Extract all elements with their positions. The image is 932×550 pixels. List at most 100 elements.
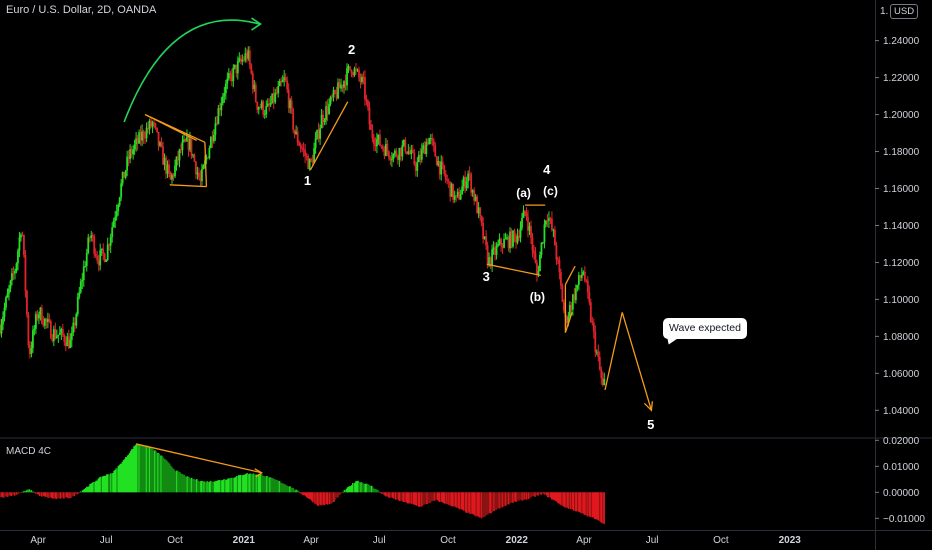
macd-bar — [553, 492, 555, 500]
candle-body — [399, 148, 402, 157]
candle-body — [528, 225, 531, 231]
macd-bar — [70, 492, 72, 498]
candle-body — [145, 127, 148, 139]
chart-drawings[interactable] — [123, 17, 654, 478]
candle-body — [8, 288, 10, 294]
wave-expected-callout[interactable]: Wave expected — [663, 318, 747, 339]
macd-bar — [294, 490, 297, 493]
macd-bar — [390, 492, 393, 498]
candle-body — [545, 220, 547, 225]
wave-label-1: 1 — [303, 173, 312, 189]
candle-body — [76, 296, 79, 315]
wave-label-c: (c) — [543, 184, 558, 199]
candle-body — [467, 173, 470, 182]
macd-bar — [382, 492, 385, 494]
trendline — [144, 113, 206, 143]
candle-body — [284, 77, 287, 81]
candle-body — [148, 120, 151, 130]
macd-bar — [161, 456, 164, 493]
macd-bar — [319, 492, 322, 505]
macd-bar — [117, 466, 120, 493]
macd-bar — [191, 478, 194, 493]
candle-body — [346, 68, 348, 86]
macd-bar — [54, 492, 57, 499]
macd-bar — [292, 487, 294, 493]
candle-body — [304, 150, 307, 156]
macd-bar — [216, 480, 219, 493]
currency-selector[interactable]: USD — [890, 4, 919, 19]
macd-bar — [516, 492, 519, 502]
candle-body — [70, 332, 73, 340]
macd-bar — [458, 492, 461, 510]
macd-bar — [543, 492, 546, 495]
macd-bar — [322, 492, 325, 505]
candle-body — [224, 83, 227, 94]
macd-bar — [346, 487, 349, 493]
candle-body — [121, 171, 124, 184]
macd-bar — [359, 482, 361, 493]
price-candles — [0, 46, 606, 387]
macd-bar — [423, 492, 425, 505]
candle-body — [103, 253, 106, 262]
candle-body — [265, 106, 268, 115]
candle-body — [287, 89, 290, 109]
macd-bar — [383, 492, 386, 495]
candle-body — [253, 84, 256, 90]
macd-bar — [131, 449, 133, 493]
candle-body — [33, 328, 36, 331]
macd-bar — [36, 492, 39, 495]
macd-bar — [557, 492, 559, 504]
macd-bar — [354, 482, 356, 493]
candle-body — [576, 284, 579, 289]
macd-bar — [94, 481, 97, 493]
price-tick-label: 1.16000 — [883, 184, 920, 195]
projection-line — [621, 312, 653, 411]
candle-body — [6, 293, 9, 298]
macd-bar — [498, 492, 501, 509]
macd-bar — [256, 474, 259, 493]
candle-body — [235, 64, 238, 74]
candle-body — [217, 108, 220, 125]
macd-bar — [372, 488, 375, 493]
candle-body — [124, 170, 127, 178]
macd-bar — [591, 492, 594, 518]
macd-bar — [261, 475, 264, 493]
macd-bar — [41, 492, 43, 497]
symbol-title[interactable]: Euro / U.S. Dollar, 2D, OANDA — [6, 4, 157, 16]
candle-body — [316, 129, 318, 139]
macd-bar — [494, 492, 497, 511]
macd-bar — [283, 484, 286, 493]
candle-body — [573, 294, 576, 301]
macd-bar — [121, 461, 124, 493]
macd-bar — [207, 482, 210, 493]
candle-body — [585, 280, 588, 282]
macd-bar — [352, 483, 354, 493]
candle-body — [411, 149, 414, 153]
macd-bar — [295, 489, 298, 493]
macd-bar — [333, 492, 335, 502]
candle-body — [559, 272, 562, 286]
macd-bar — [201, 480, 203, 493]
candle-body — [562, 301, 565, 311]
macd-bar — [467, 492, 469, 512]
macd-bar — [252, 473, 255, 493]
macd-bar — [126, 455, 129, 493]
macd-bar — [598, 492, 600, 521]
macd-bar — [408, 492, 411, 504]
candle-body — [58, 332, 61, 335]
macd-bar — [452, 492, 455, 507]
macd-bar — [23, 490, 25, 493]
candle-body — [199, 177, 202, 182]
macd-bar — [517, 492, 520, 501]
macd-bar — [95, 480, 98, 493]
price-tick-label: 1.10000 — [883, 295, 920, 306]
candle-body — [350, 69, 353, 74]
macd-indicator-label[interactable]: MACD 4C — [6, 446, 52, 457]
candle-body — [180, 149, 182, 151]
macd-bar — [186, 476, 189, 493]
candle-body — [510, 231, 513, 247]
macd-bar — [347, 486, 350, 493]
macd-bar — [367, 484, 370, 493]
macd-bar — [248, 473, 250, 493]
